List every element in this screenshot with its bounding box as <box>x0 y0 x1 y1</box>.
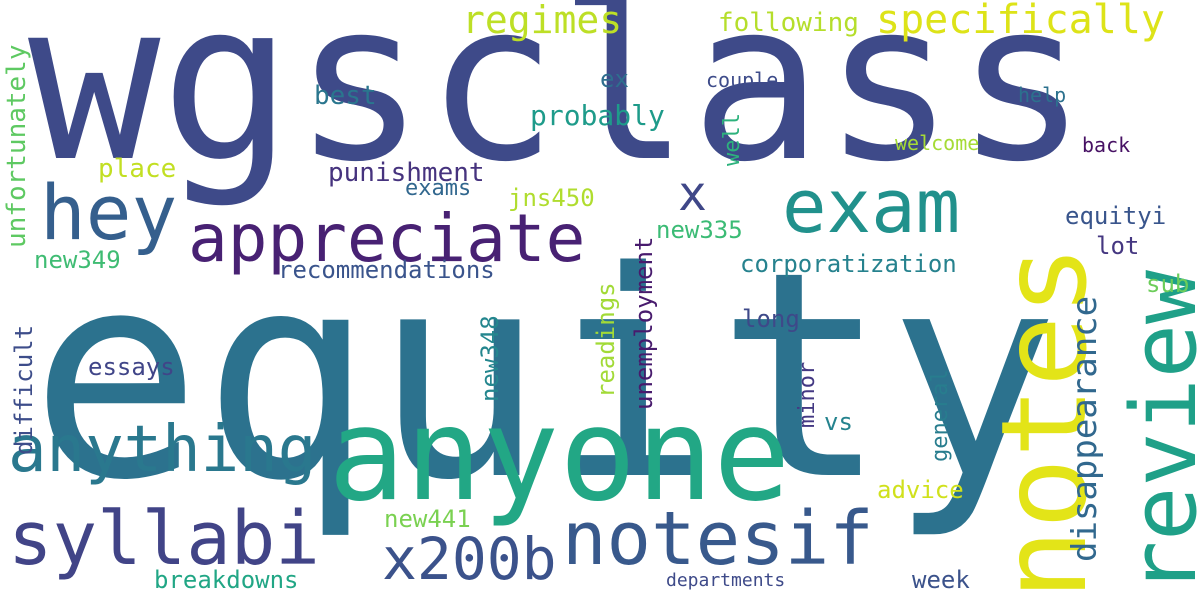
word-anything: anything <box>8 413 317 487</box>
word-new349: new349 <box>34 246 121 274</box>
word-wgsclass: wgsclass <box>28 0 1088 210</box>
word-recommendations: recommendations <box>278 256 495 284</box>
word-review: review <box>1112 269 1200 595</box>
word-specifically: specifically <box>876 0 1165 43</box>
word-help: help <box>1018 83 1067 107</box>
word-sub: sub <box>1146 270 1190 298</box>
word-probably: probably <box>530 99 665 132</box>
word-vs: vs <box>824 408 853 436</box>
word-place: place <box>98 154 177 184</box>
word-advice: advice <box>877 476 964 504</box>
word-disappearance: disappearance <box>1065 295 1105 562</box>
word-long: long <box>742 305 800 333</box>
word-following: following <box>718 8 859 38</box>
word-minor: minor <box>795 361 820 428</box>
word-exams: exams <box>405 176 472 201</box>
word-general: general <box>928 369 953 462</box>
word-best: best <box>314 81 377 111</box>
word-unfortunately: unfortunately <box>2 44 32 249</box>
word-readings: readings <box>592 282 620 398</box>
word-departments: departments <box>666 570 786 591</box>
word-jns450: jns450 <box>508 184 595 212</box>
word-hey: hey <box>40 168 178 257</box>
word-back: back <box>1082 133 1131 157</box>
word-x: x <box>678 166 707 222</box>
word-x200b: x200b <box>382 525 557 593</box>
word-welcome: welcome <box>895 131 980 155</box>
word-breakdowns: breakdowns <box>154 566 299 594</box>
word-syllabi: syllabi <box>8 496 320 582</box>
word-lot: lot <box>1096 232 1140 260</box>
word-corporatization: corporatization <box>740 250 957 278</box>
word-anyone: anyone <box>328 381 791 530</box>
word-difficult: difficult <box>10 324 38 455</box>
word-ex: ex <box>600 65 629 93</box>
word-regimes: regimes <box>462 0 623 42</box>
word-equityi: equityi <box>1065 202 1167 230</box>
word-exam: exam <box>782 164 961 250</box>
word-appreciate: appreciate <box>188 200 586 277</box>
word-new348: new348 <box>476 315 504 402</box>
word-new441: new441 <box>384 505 471 533</box>
word-essays: essays <box>88 353 175 381</box>
word-couple: couple <box>706 68 779 92</box>
word-well: well <box>720 113 745 166</box>
word-notesif: notesif <box>562 496 874 582</box>
word-week: week <box>912 566 970 594</box>
word-equity: equity <box>30 211 1060 543</box>
word-punishment: punishment <box>328 158 485 188</box>
word-unemployment: unemployment <box>630 236 658 410</box>
word-new335: new335 <box>656 216 743 244</box>
